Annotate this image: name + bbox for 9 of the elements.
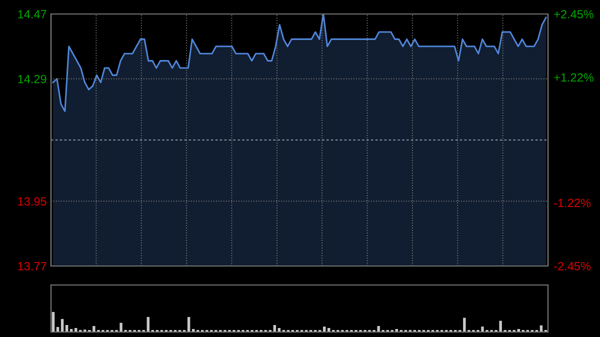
y2-tick-label: +2.45%: [554, 10, 594, 18]
y-tick-label: 14.29: [18, 74, 46, 84]
y-tick-label: 14.47: [18, 10, 46, 18]
y2-tick-label: -1.22%: [554, 198, 591, 208]
y-tick-label: 13.77: [18, 262, 46, 270]
y2-tick-label: -2.45%: [554, 262, 591, 270]
y-tick-label: 13.95: [18, 197, 46, 206]
y2-tick-label: +1.22%: [554, 73, 594, 82]
bar: [52, 312, 55, 332]
